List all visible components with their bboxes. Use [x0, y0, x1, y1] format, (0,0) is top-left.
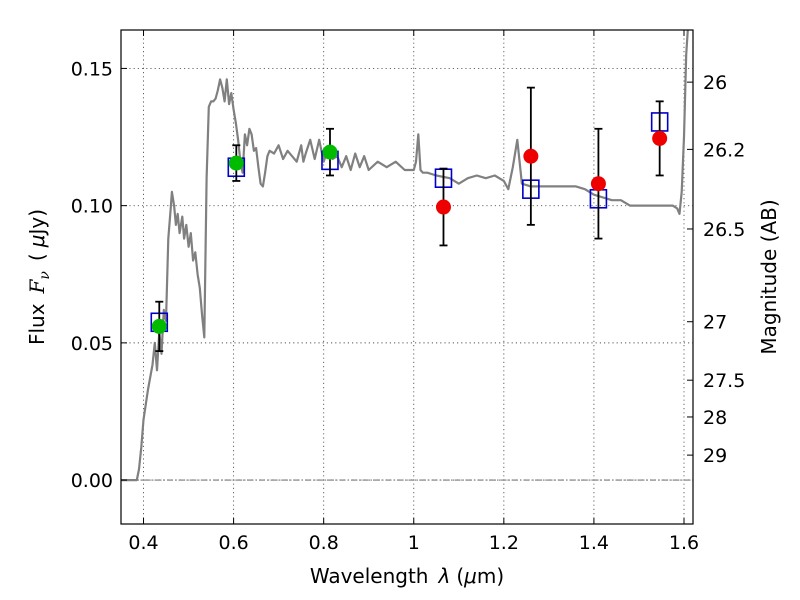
- y2-tick-label: 27.5: [703, 370, 745, 392]
- y-tick-label: 0.05: [71, 333, 113, 355]
- grid-lines: [121, 30, 693, 524]
- y-axis-label: FluxFν(μJy): [25, 209, 53, 345]
- y2-tick-label: 26.5: [703, 219, 745, 241]
- y2-tick-label: 29: [703, 445, 727, 467]
- observed-points: [151, 130, 668, 334]
- x-tick-label: 0.4: [128, 532, 158, 554]
- y2-tick-label: 28: [703, 407, 727, 429]
- data-point: [151, 318, 167, 334]
- y-tick-label: 0.10: [71, 196, 113, 218]
- x-tick-label: 0.8: [309, 532, 339, 554]
- error-bars: [155, 86, 664, 353]
- data-point: [322, 144, 338, 160]
- data-point: [435, 199, 451, 215]
- y-tick-label: 0.15: [71, 58, 113, 80]
- x-tick-label: 1.6: [669, 532, 699, 554]
- model-spectrum: [121, 30, 689, 482]
- model-spectrum-line: [121, 30, 689, 482]
- y2-tick-label: 26.2: [703, 139, 745, 161]
- y-tick-label: 0.00: [71, 470, 113, 492]
- data-point: [652, 130, 668, 146]
- tick-labels: 0.4 0.6 0.8 1 1.2 1.4 1.6 0.00 0.05 0.10 0.15 26 26.…: [71, 58, 746, 554]
- plot-frame: [120, 29, 694, 525]
- model-band-fluxes: [150, 112, 669, 333]
- x-tick-label: 1.4: [579, 532, 609, 554]
- x-tick-label: 0.6: [218, 532, 248, 554]
- axis-ticks: [121, 30, 693, 524]
- y2-tick-label: 26: [703, 72, 727, 94]
- x-tick-label: 1: [408, 532, 420, 554]
- y2-axis-label: Magnitude (AB): [757, 199, 781, 354]
- y2-tick-label: 27: [703, 312, 727, 334]
- x-tick-label: 1.2: [489, 532, 519, 554]
- data-point: [228, 155, 244, 171]
- data-point: [590, 176, 606, 192]
- data-point: [523, 148, 539, 164]
- x-axis-label: Wavelength λ (μm): [310, 564, 504, 588]
